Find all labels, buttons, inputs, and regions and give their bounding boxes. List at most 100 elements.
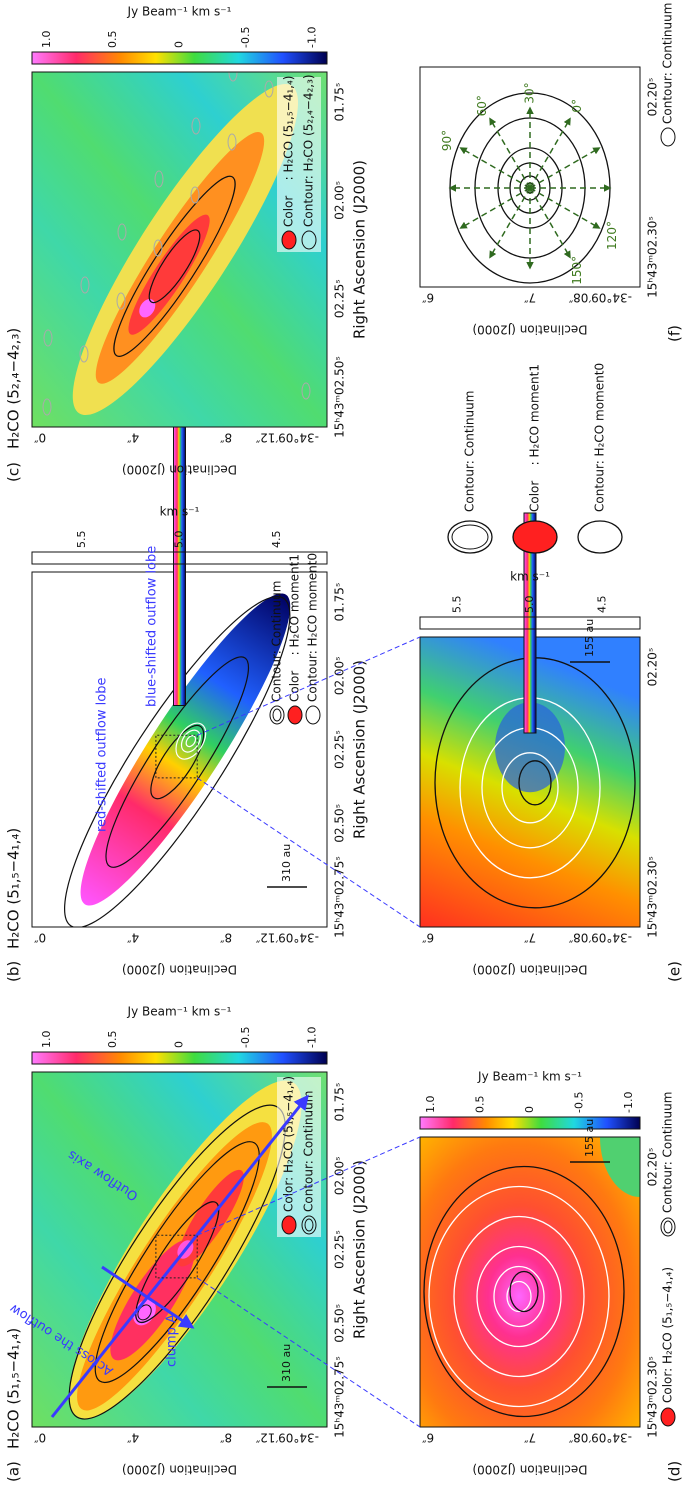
angle-label: 0° — [570, 99, 584, 113]
tick-label: 0″ — [33, 931, 46, 945]
panel-title: H₂CO (5₂,₄−4₂,₃) — [5, 328, 23, 449]
tick-label: 8″ — [219, 431, 232, 445]
colorbar-tick: -1.0 — [305, 27, 318, 48]
angle-label: 150° — [570, 256, 584, 285]
tick-label: 6″ — [421, 1431, 434, 1445]
tick-label: -34°09′12″ — [255, 931, 319, 945]
map-frame — [31, 1071, 328, 1428]
colorbar — [419, 1116, 641, 1130]
legend-icon — [512, 520, 558, 554]
tick-label: 01.75ˢ — [333, 583, 347, 622]
shape — [506, 1280, 532, 1313]
angle-label: 90° — [440, 130, 454, 151]
shape — [281, 1215, 297, 1235]
scale-label: 310 au — [280, 1344, 293, 1382]
map-frame — [419, 66, 641, 288]
shape — [301, 1215, 317, 1235]
colorbar-tick: 5.0 — [173, 531, 186, 549]
zoom-line — [196, 1136, 421, 1236]
shape — [660, 127, 676, 147]
colorbar-tick: -0.5 — [239, 27, 252, 48]
shape — [304, 1218, 314, 1232]
axis-label: Declination (J2000) — [122, 1463, 237, 1477]
legend-icon — [447, 520, 493, 554]
shape — [518, 760, 552, 806]
angle-label: 120° — [605, 221, 619, 250]
tick-label: 7″ — [523, 931, 536, 945]
legend-text: Contour: Continuum — [661, 1092, 675, 1213]
shape — [423, 1165, 625, 1418]
colorbar-tick: 0 — [173, 1041, 186, 1048]
colorbar-tick: 1.0 — [40, 1031, 53, 1049]
shape — [305, 705, 321, 725]
map-frame — [31, 71, 328, 428]
panel-label: (b) — [5, 961, 23, 982]
shape — [509, 1270, 539, 1313]
tick-label: 02.20ˢ — [646, 78, 660, 117]
axis-label: Declination (J2000) — [472, 963, 587, 977]
tick-label: 02.25ˢ — [333, 730, 347, 769]
legend-box — [277, 77, 321, 252]
colorbar — [523, 512, 537, 734]
tick-label: -34°09′12″ — [255, 1431, 319, 1445]
shape — [180, 729, 201, 753]
shape — [269, 705, 285, 725]
shape — [453, 1215, 585, 1378]
tick-label: -34°09′12″ — [255, 431, 319, 445]
colorbar-label: Jy Beam⁻¹ km s⁻¹ — [127, 5, 232, 19]
colorbar-tick: 0.5 — [106, 1031, 119, 1049]
shape — [228, 72, 238, 82]
tick-label: 4″ — [126, 431, 139, 445]
shape — [281, 230, 297, 250]
axis-label: Right Ascension (J2000) — [351, 1160, 369, 1339]
axis-label: Declination (J2000) — [472, 1463, 587, 1477]
shape — [64, 595, 291, 927]
tick-label: 15ʰ43ᵐ02.30ˢ — [646, 216, 660, 298]
shape — [493, 1265, 545, 1328]
shape — [600, 1137, 640, 1197]
colorbar-tick: 0 — [173, 41, 186, 48]
zoom-line — [196, 1277, 421, 1428]
panel-title: H₂CO (5₁,₅−4₁,₄) — [5, 828, 23, 949]
legend-text: Contour: Continuum — [661, 3, 675, 124]
tick-label: 7″ — [523, 291, 536, 305]
tick-label: 15ʰ43ᵐ02.75ˢ — [333, 856, 347, 938]
panel-label: (f) — [666, 325, 684, 342]
axis-arrow — [50, 1094, 309, 1418]
tick-label: 02.50ˢ — [333, 804, 347, 843]
shape — [175, 722, 207, 760]
map — [32, 572, 327, 927]
zoom-box — [155, 734, 198, 779]
shape — [272, 708, 282, 722]
colorbar-tick: 4.5 — [270, 531, 283, 549]
legend-text: Contour: Continuum — [270, 581, 284, 702]
direction-arrow — [529, 117, 571, 189]
tick-label: 6″ — [421, 931, 434, 945]
shape — [105, 656, 250, 868]
tick-label: 02.00ˢ — [333, 181, 347, 220]
shape — [79, 345, 89, 363]
shape — [660, 1217, 676, 1237]
colorbar — [173, 410, 186, 706]
panel-label: (d) — [666, 1461, 684, 1482]
shape — [150, 724, 205, 800]
direction-arrow — [459, 147, 531, 189]
shape — [301, 382, 311, 400]
shape — [154, 170, 164, 188]
tick-label: -34°09′08″ — [568, 291, 632, 305]
shape — [94, 1141, 260, 1384]
map — [420, 67, 640, 287]
tick-label: 01.75ˢ — [333, 83, 347, 122]
colorbar-tick: -1.0 — [622, 1092, 635, 1113]
colorbar — [31, 51, 328, 65]
shape — [117, 223, 127, 241]
legend-text: Color : H₂CO moment1 — [528, 364, 542, 512]
axis-label: Right Ascension (J2000) — [351, 660, 369, 839]
zoom-line — [196, 777, 421, 928]
shape — [660, 1407, 676, 1427]
axis-arrow — [101, 1265, 195, 1329]
shape — [501, 752, 559, 824]
shape — [80, 276, 90, 294]
colorbar — [419, 616, 641, 630]
